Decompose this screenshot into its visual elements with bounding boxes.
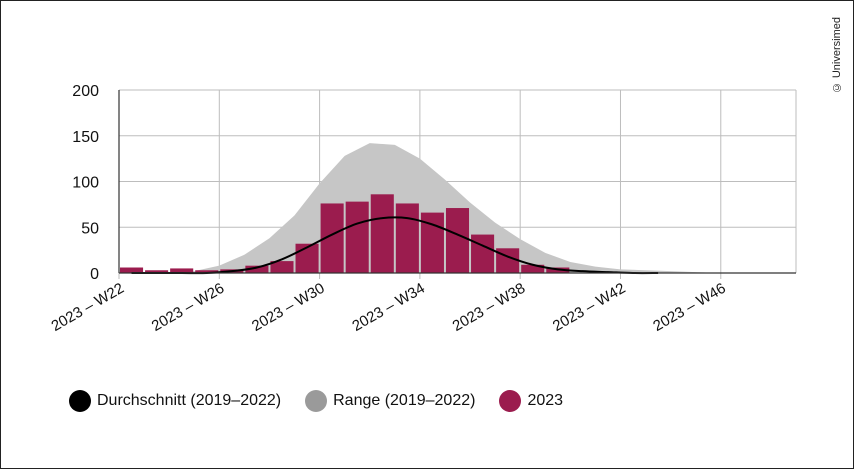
bar-week-28 [270,261,294,273]
bar-week-37 [496,248,520,273]
bar-week-30 [320,203,344,273]
bar-week-24 [170,268,194,273]
legend: Durchschnitt (2019–2022) Range (2019–202… [69,390,587,412]
chart-svg: 0 50 100 150 200 2023 – W22 2023 – W26 2023 – W… [48,83,797,335]
legend-item-2023: 2023 [499,390,563,412]
y-tick-label-100: 100 [72,175,99,192]
bar-week-23 [145,270,169,273]
average-line [131,216,659,275]
x-tick-label-3: 2023 – W34 [349,280,428,335]
legend-item-range: Range (2019–2022) [305,390,475,412]
bar-week-35 [445,208,470,273]
bar-week-27 [245,265,269,273]
y-tick-label-0: 0 [90,266,99,283]
bar-week-34 [420,212,444,273]
legend-label-2023: 2023 [527,392,564,409]
y-tick-label-50: 50 [81,220,99,237]
x-tick-label-2: 2023 – W30 [249,280,328,335]
bar-week-31 [345,201,369,273]
range-area [119,143,771,273]
x-tick-label-6: 2023 – W46 [650,280,729,335]
bar-week-22 [120,267,144,273]
x-tick-label-4: 2023 – W38 [450,280,529,335]
y-tick-label-150: 150 [72,129,99,146]
legend-item-average: Durchschnitt (2019–2022) [69,390,281,412]
legend-label-range: Range (2019–2022) [333,392,476,409]
legend-swatch-range [305,390,328,412]
legend-label-average: Durchschnitt (2019–2022) [97,392,282,409]
legend-swatch-2023 [499,390,522,412]
bar-week-32 [370,194,394,273]
bar-week-38 [521,264,545,273]
bar-week-25 [195,270,219,273]
legend-swatch-average [69,390,91,412]
y-tick-label-200: 200 [72,83,99,100]
bar-week-33 [395,203,419,273]
copyright-credit: © Universimed [831,17,843,94]
x-tick-label-0: 2023 – W22 [48,280,127,335]
x-tick-label-1: 2023 – W26 [149,280,228,335]
x-tick-label-5: 2023 – W42 [550,280,629,335]
bar-week-36 [471,234,495,273]
